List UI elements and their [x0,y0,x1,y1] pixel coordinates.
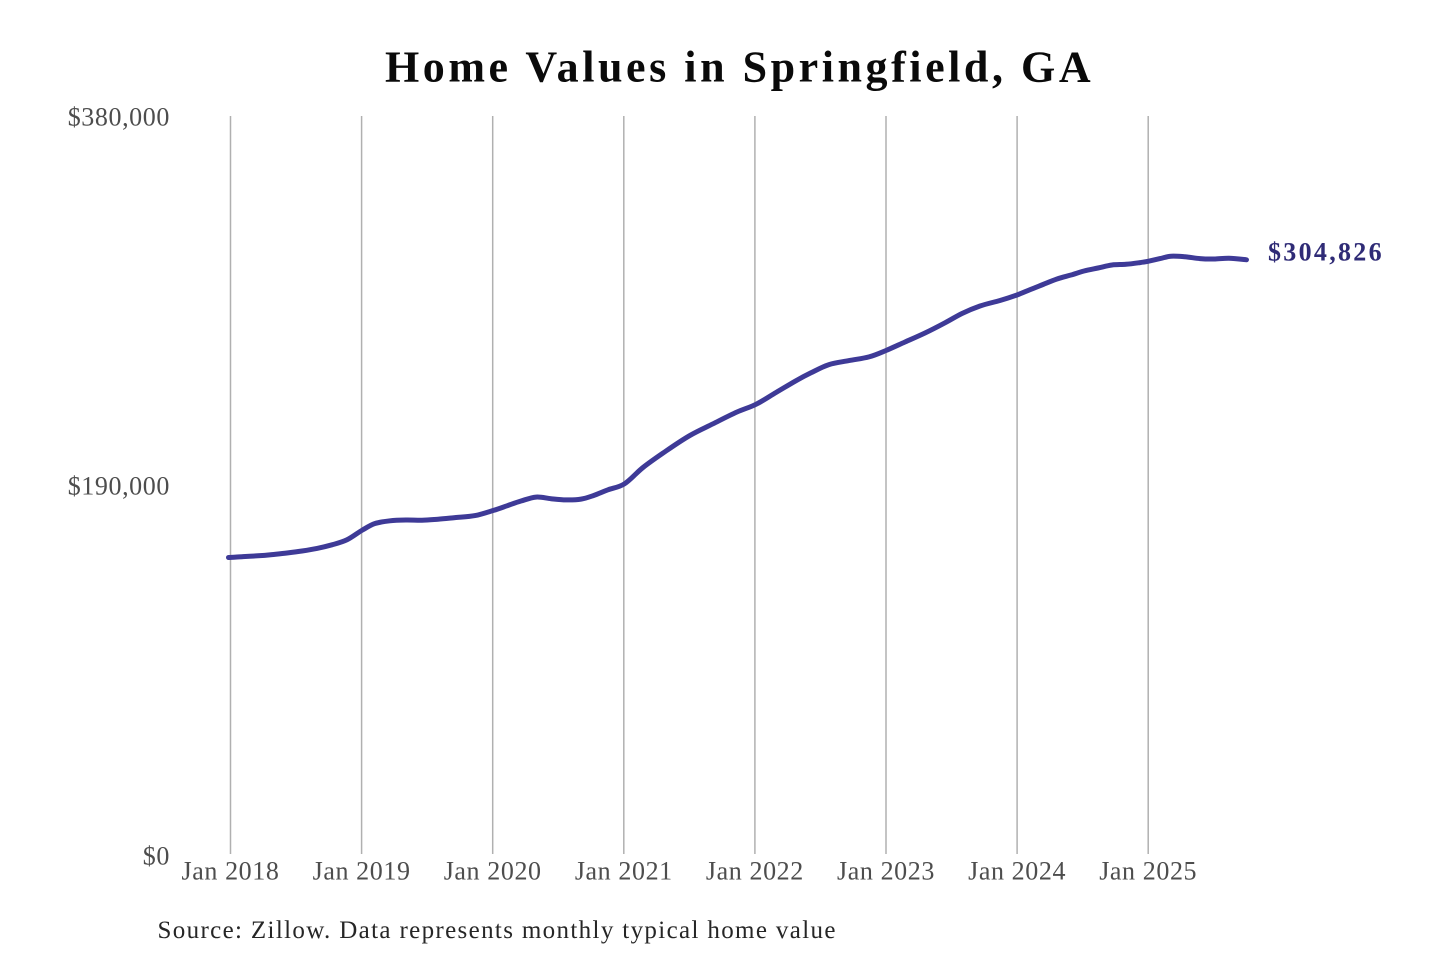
svg-text:Source: Zillow. Data represent: Source: Zillow. Data represents monthly … [158,917,837,944]
svg-text:$304,826: $304,826 [1268,238,1384,267]
svg-text:Jan 2023: Jan 2023 [837,857,935,886]
svg-text:Jan 2019: Jan 2019 [313,857,411,886]
svg-text:Jan 2020: Jan 2020 [444,857,542,886]
svg-text:Jan 2024: Jan 2024 [968,857,1066,886]
svg-text:$0: $0 [143,842,170,871]
svg-text:Jan 2022: Jan 2022 [706,857,804,886]
svg-text:$190,000: $190,000 [68,472,170,501]
svg-text:Jan 2018: Jan 2018 [182,857,280,886]
svg-text:Jan 2021: Jan 2021 [575,857,673,886]
svg-text:Home Values in Springfield, GA: Home Values in Springfield, GA [385,42,1094,91]
svg-text:Jan 2025: Jan 2025 [1099,857,1197,886]
svg-text:$380,000: $380,000 [68,103,170,132]
